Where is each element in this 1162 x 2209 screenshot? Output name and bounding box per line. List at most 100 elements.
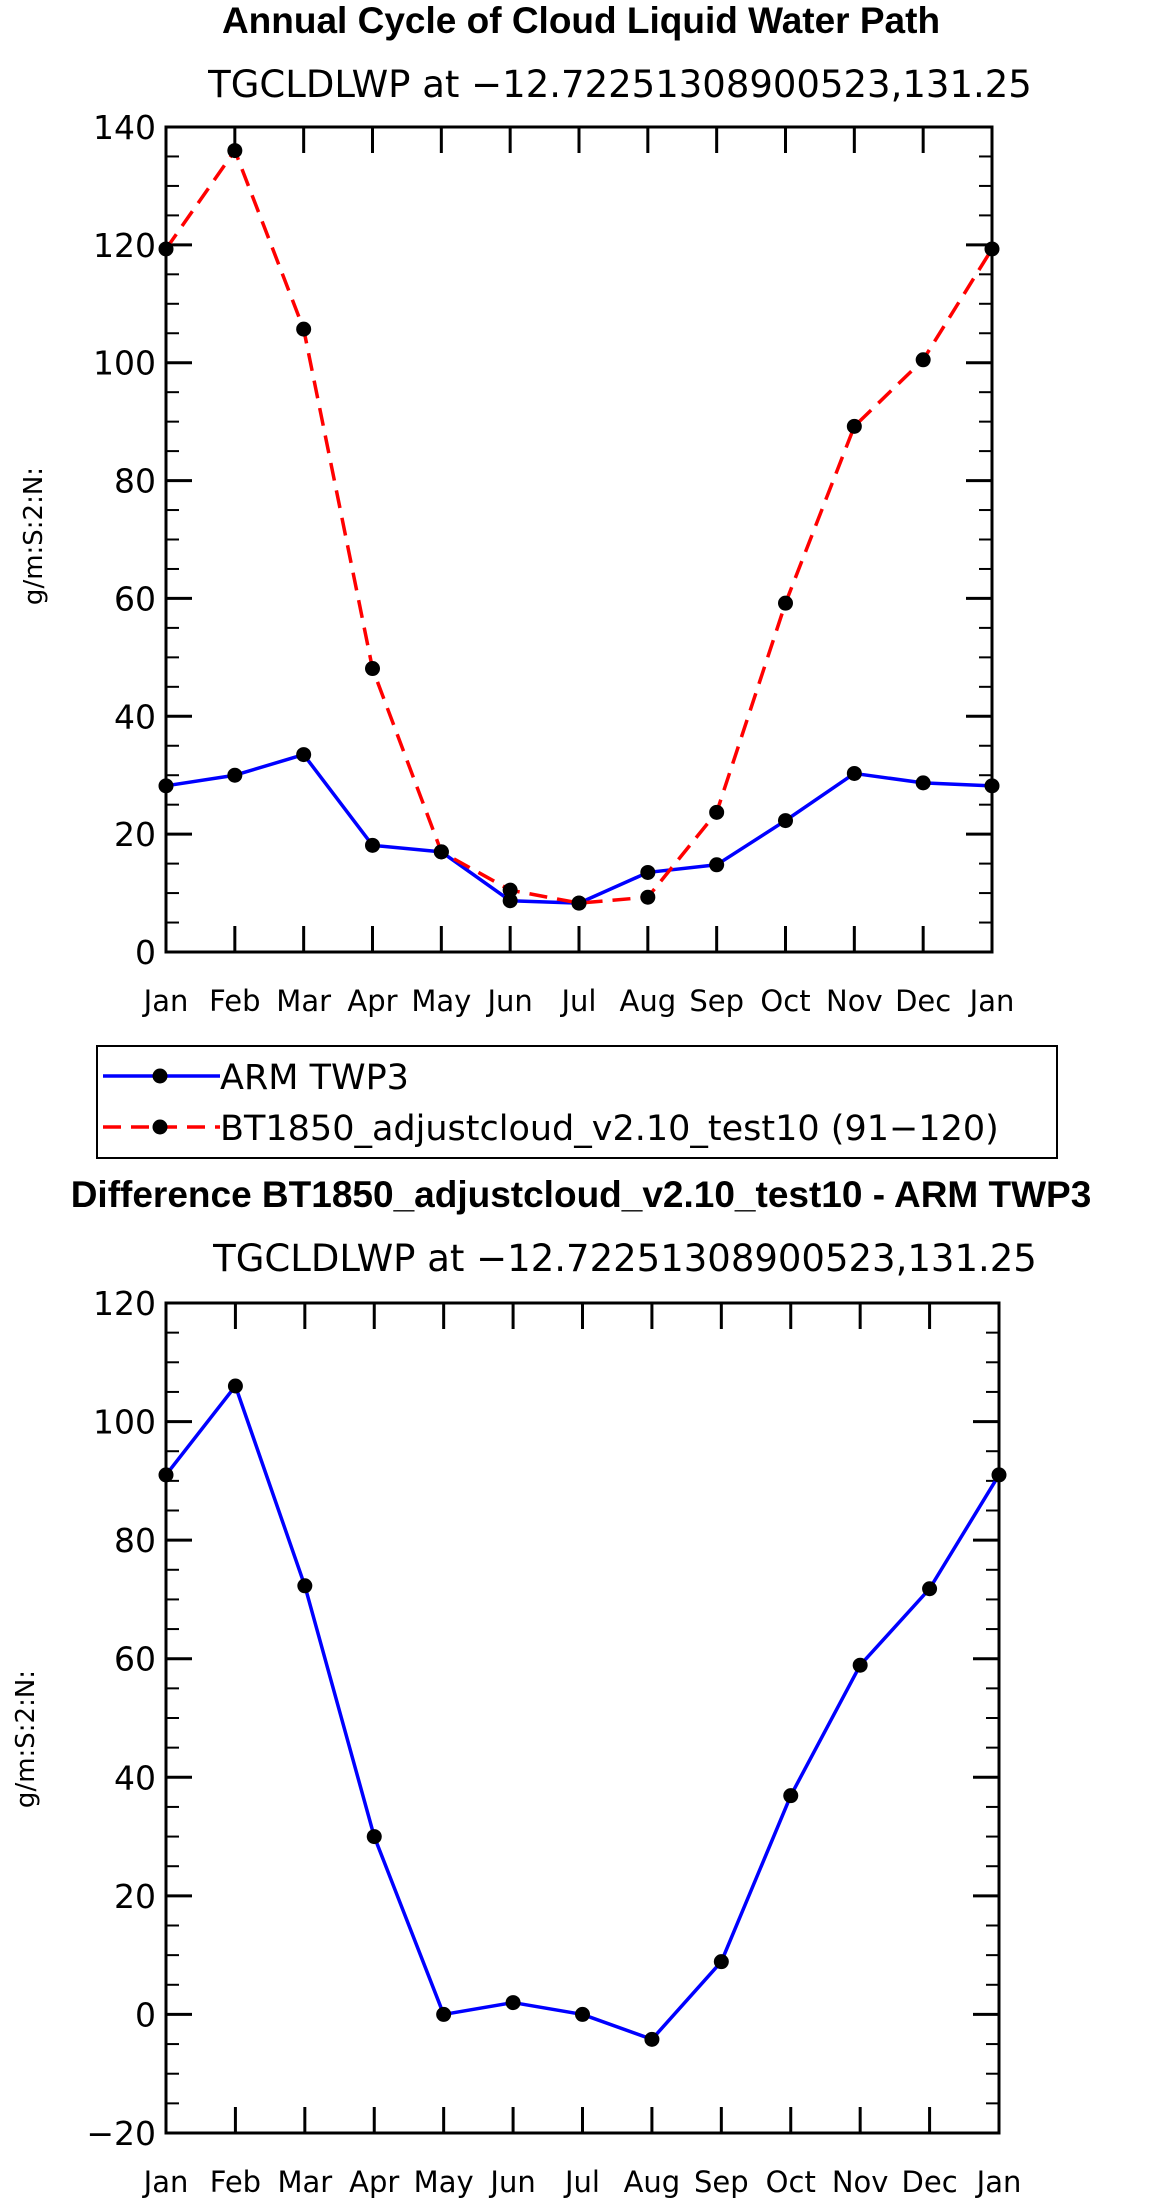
y-tick-label: 100 (93, 344, 156, 383)
x-tick-label-aug: Aug (624, 2165, 681, 2199)
x-tick-label-dec: Dec (895, 984, 951, 1018)
chart1-title: Annual Cycle of Cloud Liquid Water Path (222, 0, 940, 41)
data-point-difference-9 (783, 1788, 799, 1804)
y-tick-label: 20 (114, 815, 156, 854)
x-tick-label-jan: Jan (975, 2165, 1022, 2199)
y-tick-label: 80 (114, 1521, 156, 1560)
chart-difference: Difference BT1850_adjustcloud_v2.10_test… (11, 1174, 1091, 2199)
x-tick-label-jul: Jul (563, 2165, 600, 2199)
y-tick-label: 60 (114, 579, 156, 618)
legend-entry-bt1850: BT1850_adjustcloud_v2.10_test10 (91−120) (103, 1109, 999, 1149)
data-point-bt1850-adjustcloud-v2-10-test10-91-120-9 (778, 595, 793, 611)
x-tick-label-aug: Aug (620, 984, 677, 1018)
x-tick-label-jan: Jan (968, 984, 1015, 1018)
data-point-bt1850-adjustcloud-v2-10-test10-91-120-6 (571, 895, 587, 911)
data-point-bt1850-adjustcloud-v2-10-test10-91-120-4 (433, 844, 449, 860)
data-point-difference-1 (227, 1378, 243, 1394)
y-tick-label: 140 (93, 108, 156, 147)
y-tick-label: 120 (93, 1284, 156, 1323)
x-tick-label-mar: Mar (277, 2165, 332, 2199)
series-line-bt1850-adjustcloud-v2-10-test10-91-120 (164, 148, 994, 905)
data-point-difference-11 (922, 1581, 938, 1597)
chart2-series (158, 1378, 1007, 2047)
y-tick-label: 20 (114, 1877, 156, 1916)
y-tick-label: 60 (114, 1640, 156, 1679)
chart1-series (158, 143, 1000, 911)
y-tick-label: 40 (114, 697, 156, 736)
chart1-plot-frame (164, 125, 994, 954)
data-point-arm-twp3-3 (365, 837, 380, 853)
x-tick-label-jan: Jan (142, 2165, 189, 2199)
chart2-x-ticks (164, 1303, 1001, 2133)
data-point-difference-2 (297, 1578, 313, 1594)
x-tick-label-dec: Dec (902, 2165, 958, 2199)
x-tick-label-jun: Jun (488, 2165, 535, 2199)
data-point-bt1850-adjustcloud-v2-10-test10-91-120-10 (846, 418, 862, 434)
x-tick-label-apr: Apr (349, 2165, 399, 2199)
x-tick-label-oct: Oct (766, 2165, 816, 2199)
legend-box (96, 1045, 1058, 1159)
chart1-y-tick-labels: 0 20 40 60 80 100 120 140 (93, 108, 156, 972)
chart1-x-ticks (164, 127, 994, 952)
series-line-difference (164, 1384, 1001, 2042)
x-tick-label-mar: Mar (276, 984, 331, 1018)
legend-label-bt1850: BT1850_adjustcloud_v2.10_test10 (91−120) (220, 1109, 999, 1149)
y-tick-label: 0 (135, 1995, 156, 2034)
data-point-difference-5 (505, 1995, 521, 2011)
chart1-x-tick-labels: Jan Feb Mar Apr May Jun Jul Aug Sep Oct Nov Dec Jan (142, 984, 1015, 1018)
data-point-arm-twp3-1 (227, 767, 243, 783)
y-tick-label: 120 (93, 226, 156, 265)
series-line-arm-twp3 (165, 752, 993, 905)
x-tick-label-jan: Jan (142, 984, 189, 1018)
chart2-x-tick-labels: Jan Feb Mar Apr May Jun Jul Aug Sep Oct Nov Dec Jan (142, 2165, 1022, 2199)
x-tick-label-may: May (411, 984, 471, 1018)
y-tick-label: 80 (114, 462, 156, 501)
x-tick-label-feb: Feb (210, 2165, 261, 2199)
data-point-arm-twp3-11 (915, 775, 931, 791)
x-tick-label-may: May (414, 2165, 474, 2199)
chart1-minor-ticks (166, 155, 992, 924)
data-point-difference-4 (436, 2006, 452, 2022)
data-point-arm-twp3-2 (296, 747, 312, 763)
y-tick-label: 100 (93, 1403, 156, 1442)
data-point-bt1850-adjustcloud-v2-10-test10-91-120-2 (296, 321, 312, 337)
legend-marker-bt1850 (152, 1119, 168, 1135)
x-tick-label-nov: Nov (826, 984, 883, 1018)
chart1-major-ticks (166, 125, 992, 954)
x-tick-label-nov: Nov (832, 2165, 889, 2199)
data-point-arm-twp3-5 (502, 893, 518, 909)
data-point-bt1850-adjustcloud-v2-10-test10-91-120-1 (227, 143, 243, 159)
data-point-bt1850-adjustcloud-v2-10-test10-91-120-5 (502, 882, 518, 898)
data-point-bt1850-adjustcloud-v2-10-test10-91-120-7 (640, 889, 656, 905)
chart2-minor-ticks (166, 1331, 999, 2105)
data-point-difference-8 (713, 1954, 729, 1970)
chart2-subtitle: TGCLDLWP at −12.72251308900523,131.25 (212, 1237, 1037, 1280)
data-point-bt1850-adjustcloud-v2-10-test10-91-120-8 (709, 804, 725, 820)
data-point-difference-3 (366, 1829, 382, 1845)
y-tick-label: 0 (135, 933, 156, 972)
data-point-arm-twp3-10 (846, 765, 862, 781)
legend-marker-arm-twp3 (152, 1068, 168, 1084)
data-point-arm-twp3-8 (709, 857, 725, 873)
y-tick-label: −20 (86, 2114, 156, 2153)
x-tick-label-sep: Sep (694, 2165, 749, 2199)
y-tick-label: 40 (114, 1758, 156, 1797)
x-tick-label-oct: Oct (760, 984, 810, 1018)
chart2-ylabel: g/m:S:2:N: (11, 1670, 41, 1808)
chart2-title: Difference BT1850_adjustcloud_v2.10_test… (71, 1174, 1092, 1215)
x-tick-label-sep: Sep (689, 984, 744, 1018)
data-point-difference-6 (575, 2006, 590, 2022)
chart2-y-tick-labels: −20 0 20 40 60 80 100 120 (86, 1284, 156, 2153)
chart1-ylabel: g/m:S:2:N: (19, 467, 49, 605)
data-point-bt1850-adjustcloud-v2-10-test10-91-120-3 (365, 661, 380, 677)
chart-annual-cycle: Annual Cycle of Cloud Liquid Water Path … (19, 0, 1032, 1018)
data-point-arm-twp3-9 (778, 813, 793, 829)
x-tick-label-jun: Jun (486, 984, 533, 1018)
chart2-plot-frame (164, 1301, 1001, 2135)
data-point-difference-10 (852, 1657, 868, 1673)
chart1-legend: ARM TWP3 BT1850_adjustcloud_v2.10_test10… (96, 1045, 1058, 1159)
legend-entry-arm-twp3: ARM TWP3 (103, 1058, 409, 1098)
x-tick-label-apr: Apr (347, 984, 397, 1018)
data-point-bt1850-adjustcloud-v2-10-test10-91-120-11 (915, 352, 931, 368)
